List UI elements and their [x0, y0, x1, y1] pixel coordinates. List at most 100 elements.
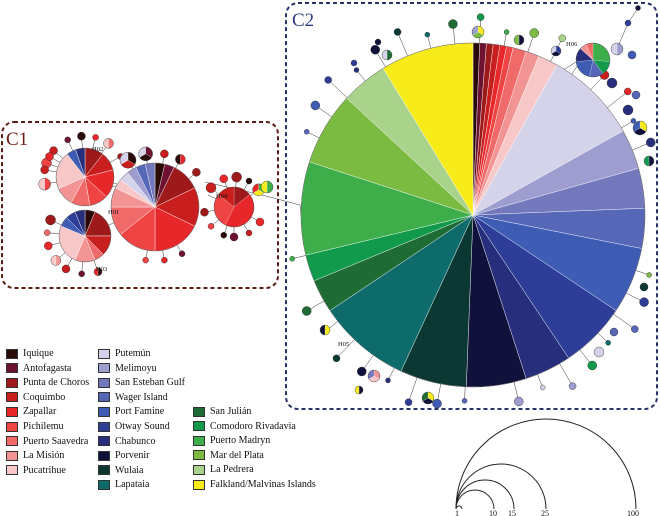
- haplotype-h03: [58, 209, 112, 263]
- node-slice: [44, 229, 51, 236]
- legend-label: Iquique: [23, 348, 54, 359]
- legend-swatch: [98, 406, 110, 417]
- satellite-node: [64, 136, 71, 144]
- legend-label: Antofagasta: [23, 362, 72, 374]
- legend-label: Lapataia: [115, 479, 150, 491]
- cluster-c2-label: C2: [292, 10, 314, 31]
- legend-label: La Pedrera: [210, 464, 254, 476]
- node-slice: [289, 256, 295, 262]
- network-edge: [559, 363, 573, 387]
- legend-label: San Esteban Gulf: [115, 377, 185, 389]
- legend-label: Zapallar: [23, 406, 57, 418]
- legend-item: Puerto Saavedra: [6, 435, 88, 448]
- satellite-node: [503, 29, 510, 35]
- network-edge: [613, 313, 635, 330]
- legend-label: Wulaia: [115, 464, 144, 476]
- node-slice: [514, 396, 524, 406]
- satellite-node: [370, 45, 380, 55]
- node-slice: [45, 152, 54, 161]
- node-slice: [646, 272, 652, 278]
- haplotype-h06: [575, 42, 611, 78]
- node-slice: [78, 270, 85, 277]
- node-slice: [220, 232, 227, 239]
- satellite-node: [646, 137, 656, 148]
- legend-label: Otway Sound: [115, 421, 170, 432]
- node-slice: [92, 134, 99, 141]
- haplotype-label-h04: H04: [216, 193, 228, 200]
- node-slice: [192, 168, 201, 177]
- network-edge: [408, 377, 418, 403]
- satellite-node: [260, 180, 274, 194]
- node-slice: [160, 149, 169, 158]
- satellite-node: [205, 182, 217, 193]
- satellite-node: [631, 90, 641, 100]
- satellite-node: [529, 28, 539, 38]
- haplotype-label-h03: H03: [96, 266, 107, 273]
- legend-item: La Misión: [6, 449, 64, 462]
- satellite-node: [606, 77, 618, 89]
- legend-swatch: [6, 392, 18, 403]
- satellite-node: [77, 131, 86, 141]
- node-slice: [635, 5, 641, 11]
- legend-item: Port Famine: [98, 405, 164, 418]
- node-slice: [639, 297, 649, 307]
- legend-item: Zapallar: [6, 405, 56, 418]
- legend-label: Falkland/Malvinas Islands: [210, 479, 316, 490]
- haplotype-h05: [300, 42, 646, 388]
- legend-swatch: [193, 435, 205, 446]
- satellite-node: [476, 13, 485, 21]
- satellite-node: [404, 398, 413, 406]
- cluster-c1-box: [1, 121, 279, 289]
- scale-label-1: 1: [455, 509, 459, 516]
- legend-swatch: [193, 479, 205, 490]
- satellite-node: [219, 174, 228, 184]
- legend-swatch: [6, 377, 18, 388]
- legend-swatch: [6, 363, 18, 374]
- legend-item: Otway Sound: [98, 420, 170, 433]
- node-slice: [230, 233, 238, 241]
- legend-swatch: [98, 450, 110, 461]
- scale-label-25: 25: [541, 509, 549, 516]
- node-slice: [310, 100, 320, 110]
- scale-label-15: 15: [508, 509, 516, 516]
- legend-item: Putemún: [98, 347, 151, 360]
- node-slice: [432, 399, 442, 409]
- legend-item: Mar del Plata: [193, 449, 264, 462]
- satellite-node: [471, 25, 485, 39]
- satellite-node: [231, 171, 242, 183]
- satellite-node: [432, 398, 442, 409]
- satellite-node: [50, 255, 62, 266]
- node-slice: [357, 367, 367, 377]
- legend-swatch: [98, 363, 110, 374]
- node-slice: [44, 241, 53, 250]
- node-slice: [179, 250, 185, 257]
- legend-swatch: [98, 348, 110, 359]
- node-slice: [49, 146, 58, 155]
- satellite-node: [119, 152, 137, 169]
- satellite-node: [310, 100, 321, 111]
- legend-label: Porvenir: [115, 450, 150, 462]
- node-slice: [594, 347, 604, 357]
- scale-arc-15: [455, 479, 515, 510]
- legend-item: Chabunco: [98, 435, 156, 448]
- satellite-node: [200, 208, 209, 217]
- network-edge: [336, 339, 355, 359]
- legend-label: Chabunco: [115, 435, 156, 447]
- legend-item: San Esteban Gulf: [98, 376, 185, 389]
- satellite-node: [627, 50, 637, 60]
- node-slice: [448, 19, 458, 29]
- satellite-node: [319, 324, 331, 336]
- haplotype-label-h05: H05: [338, 341, 349, 348]
- legend-item: Porvenir: [98, 449, 149, 462]
- satellite-node: [192, 168, 201, 177]
- satellite-node: [40, 165, 49, 175]
- network-edge: [261, 194, 301, 206]
- scale-arc-25: [455, 463, 547, 510]
- legend-item: Punta de Choros: [6, 376, 89, 389]
- node-slice: [646, 137, 656, 147]
- node-slice: [200, 208, 209, 217]
- legend-label: Puerto Madryn: [210, 435, 271, 447]
- node-slice: [351, 60, 357, 66]
- satellite-node: [624, 19, 632, 27]
